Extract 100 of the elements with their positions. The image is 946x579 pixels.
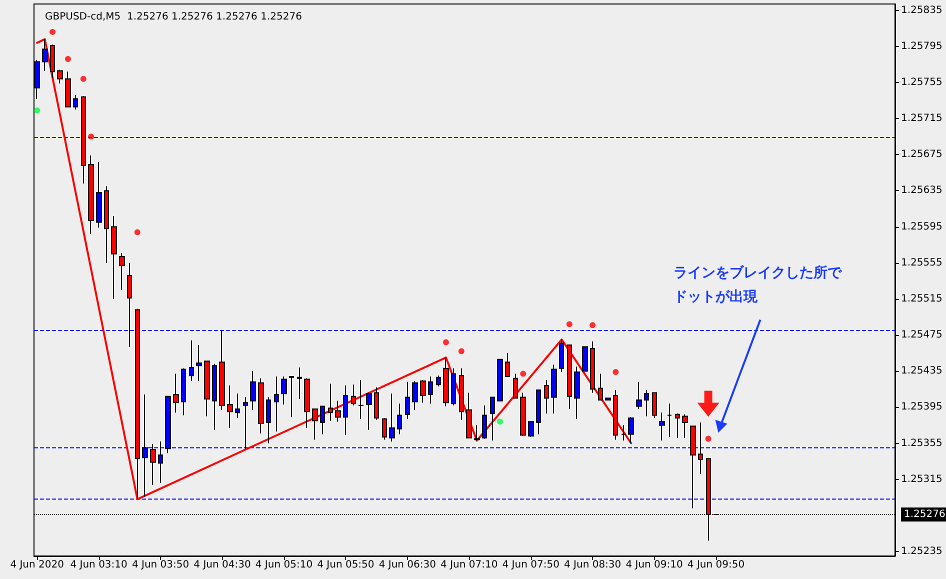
candlestick (366, 392, 372, 430)
text: GBPUSD-cd,M5 1.25276 1.25276 1.25276 1.25276 (45, 12, 302, 22)
candlestick (428, 376, 433, 404)
candlestick (150, 444, 156, 486)
y-tick-label: 1.25435 (901, 366, 942, 377)
annotation: ラインをブレイクした所でドットが出現 (673, 264, 843, 307)
candlestick (628, 416, 634, 444)
candlestick (304, 378, 310, 428)
candlestick (559, 339, 564, 372)
candlestick (50, 44, 55, 78)
candlestick (412, 380, 418, 410)
y-tick-label: 1.25355 (901, 438, 942, 449)
candlestick (204, 360, 210, 417)
candlestick (42, 38, 48, 72)
point (50, 28, 56, 35)
candlestick (227, 385, 233, 428)
candlestick (621, 424, 626, 442)
point (590, 322, 596, 328)
candlestick (698, 422, 703, 474)
candlestick (574, 366, 580, 420)
candlestick (598, 373, 603, 400)
candlestick (382, 418, 387, 440)
candlestick (420, 380, 426, 404)
candlestick (320, 406, 325, 435)
candlestick (613, 390, 618, 440)
y-tick-label: 1.25715 (901, 113, 942, 124)
candlestick (436, 375, 441, 387)
x-tick-label: 4 Jun 08:30 (564, 560, 622, 570)
candlestick (482, 404, 487, 440)
candlestick (536, 390, 541, 435)
point (705, 436, 712, 442)
candlestick (474, 424, 480, 442)
candlestick (335, 400, 341, 422)
candlestick (675, 412, 680, 438)
point (134, 229, 140, 236)
point (566, 321, 572, 328)
y-tick-label: 1.25515 (901, 293, 942, 304)
candlestick (196, 344, 202, 382)
y-tick-label: 1.25755 (901, 76, 942, 88)
point (88, 134, 94, 140)
y-tick-label: 1.25315 (901, 474, 942, 485)
x-tick-label: 4 Jun 07:10 (440, 560, 498, 570)
candlestick (289, 376, 294, 418)
candlestick (466, 392, 472, 438)
candlestick (405, 381, 410, 420)
point (34, 107, 40, 114)
y-tick-label: 1.25795 (901, 40, 942, 52)
candlestick (544, 380, 549, 414)
candlestick (281, 376, 287, 405)
candlestick (551, 364, 557, 414)
candlestick (328, 383, 333, 422)
candlestick (582, 346, 588, 372)
point (64, 56, 71, 62)
y-tick-label: 1.25475 (901, 330, 942, 341)
point (496, 418, 503, 425)
x-tick-label: 4 Jun 07:50 (502, 560, 560, 570)
candlestick (397, 403, 402, 435)
candlestick (490, 396, 495, 442)
y-tick-label: 1.25555 (901, 257, 942, 268)
candlestick (250, 370, 256, 410)
candlestick (96, 161, 102, 228)
point (458, 348, 464, 354)
candlestick (119, 252, 125, 290)
point (612, 369, 619, 375)
candlestick (297, 366, 302, 400)
y-tick-label: 1.25395 (901, 402, 942, 413)
candlestick (73, 94, 78, 110)
y-tick-label: 1.25835 (901, 4, 942, 16)
candlestick (690, 426, 696, 509)
candlestick (312, 408, 318, 440)
candlestick (343, 385, 348, 436)
candlestick (374, 386, 379, 420)
candlestick (65, 71, 71, 108)
candlestick (88, 155, 94, 234)
candlestick (351, 384, 356, 406)
y-tick-label: 1.25595 (901, 221, 942, 232)
y-tick-label: 1.25235 (901, 546, 942, 557)
candlestick (173, 373, 179, 414)
candlestick (111, 215, 117, 300)
point (442, 339, 449, 346)
candlestick (443, 357, 449, 407)
x-tick-label: 4 Jun 2020 (10, 560, 64, 570)
candlestick (590, 340, 595, 394)
line-series (36, 38, 632, 500)
candlestick (513, 373, 518, 399)
candlestick (682, 414, 688, 438)
candlestick (274, 376, 279, 432)
candlestick (189, 340, 194, 382)
candlestick (81, 96, 86, 184)
candlestick (212, 363, 217, 430)
candlestick (451, 368, 456, 406)
candlestick (181, 368, 186, 416)
candlestick (567, 344, 572, 410)
candlestick (389, 393, 395, 442)
x-tick-label: 4 Jun 04:30 (194, 560, 251, 570)
candlestick (644, 390, 649, 417)
candlestick (266, 396, 271, 444)
candlestick (57, 69, 63, 84)
candlestick (497, 358, 503, 402)
candlestick (258, 378, 264, 434)
